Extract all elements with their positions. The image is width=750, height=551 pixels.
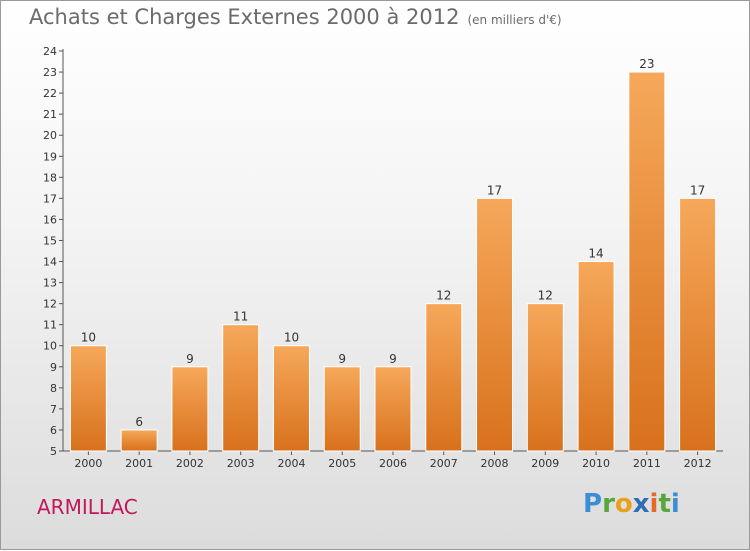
y-tick-label: 22	[43, 87, 57, 100]
y-tick-label: 11	[43, 319, 57, 332]
x-tick-label: 2001	[125, 457, 153, 470]
chart-title-text: Achats et Charges Externes 2000 à 2012	[29, 5, 460, 29]
proxiti-logo: Proxiti	[583, 489, 680, 519]
value-labels: 10 6 9 11 10 9 9 12 17 12 14 23 17	[81, 57, 706, 429]
logo-letter: r	[602, 489, 615, 519]
bar	[476, 197, 514, 452]
bar	[171, 366, 209, 452]
x-tick-label: 2011	[633, 457, 661, 470]
y-tick-label: 5	[50, 445, 57, 458]
logo-letter: P	[583, 489, 603, 519]
y-tick-label: 19	[43, 150, 57, 163]
bar-value-label: 14	[588, 247, 603, 261]
bar-value-label: 9	[389, 352, 397, 366]
bar	[577, 261, 615, 452]
y-tick-label: 9	[50, 361, 57, 374]
chart-subtitle: (en milliers d'€)	[467, 13, 562, 27]
y-tick-label: 23	[43, 66, 57, 79]
logo-letter: x	[632, 489, 650, 519]
bar	[222, 324, 260, 452]
y-tick-label: 7	[50, 403, 57, 416]
logo-letter: i	[649, 489, 659, 519]
bar	[679, 197, 717, 452]
x-tick-label: 2008	[481, 457, 509, 470]
bar	[526, 303, 564, 452]
bars	[69, 71, 717, 452]
y-tick-label: 16	[43, 213, 57, 226]
x-tick-label: 2006	[379, 457, 407, 470]
y-tick-label: 13	[43, 277, 57, 290]
y-tick-label: 15	[43, 234, 57, 247]
x-tick-label: 2007	[430, 457, 458, 470]
bar-value-label: 10	[81, 331, 96, 345]
logo-letter: i	[670, 489, 680, 519]
bar-value-label: 6	[135, 415, 143, 429]
bar-value-label: 9	[186, 352, 194, 366]
bar-value-label: 10	[284, 331, 299, 345]
bar-value-label: 17	[487, 183, 502, 197]
bar-value-label: 17	[690, 183, 705, 197]
y-tick-label: 18	[43, 171, 57, 184]
bar-value-label: 12	[436, 289, 451, 303]
x-tick-label: 2009	[531, 457, 559, 470]
x-tick-label: 2010	[582, 457, 610, 470]
bar	[120, 429, 158, 452]
bar	[628, 71, 666, 452]
y-tick-label: 24	[43, 45, 57, 58]
x-tick-label: 2005	[328, 457, 356, 470]
y-tick-label: 21	[43, 108, 57, 121]
bar-value-label: 23	[639, 57, 654, 71]
bar	[374, 366, 412, 452]
x-tick-label: 2000	[74, 457, 102, 470]
y-tick-label: 14	[43, 256, 57, 269]
bar	[69, 345, 107, 452]
bar	[425, 303, 463, 452]
y-tick-label: 20	[43, 129, 57, 142]
y-tick-label: 8	[50, 382, 57, 395]
bar	[323, 366, 361, 452]
x-tick-label: 2012	[684, 457, 712, 470]
bar-value-label: 11	[233, 310, 248, 324]
bar-value-label: 9	[338, 352, 346, 366]
x-tick-label: 2003	[227, 457, 255, 470]
x-tick-label: 2004	[277, 457, 305, 470]
axes: 5 6 7 8 9 10 11 12 13 14 15 16 17 18 19 20 21 22 23 24 2000 2…	[43, 45, 723, 470]
y-tick-label: 10	[43, 340, 57, 353]
y-tick-label: 12	[43, 298, 57, 311]
bar	[272, 345, 310, 452]
x-tick-label: 2002	[176, 457, 204, 470]
y-tick-label: 6	[50, 424, 57, 437]
bar-value-label: 12	[538, 289, 553, 303]
y-tick-label: 17	[43, 192, 57, 205]
commune-name: ARMILLAC	[37, 495, 138, 519]
logo-letter: o	[614, 489, 633, 519]
chart-title: Achats et Charges Externes 2000 à 2012 (e…	[29, 5, 562, 29]
logo-letter: t	[658, 489, 671, 519]
